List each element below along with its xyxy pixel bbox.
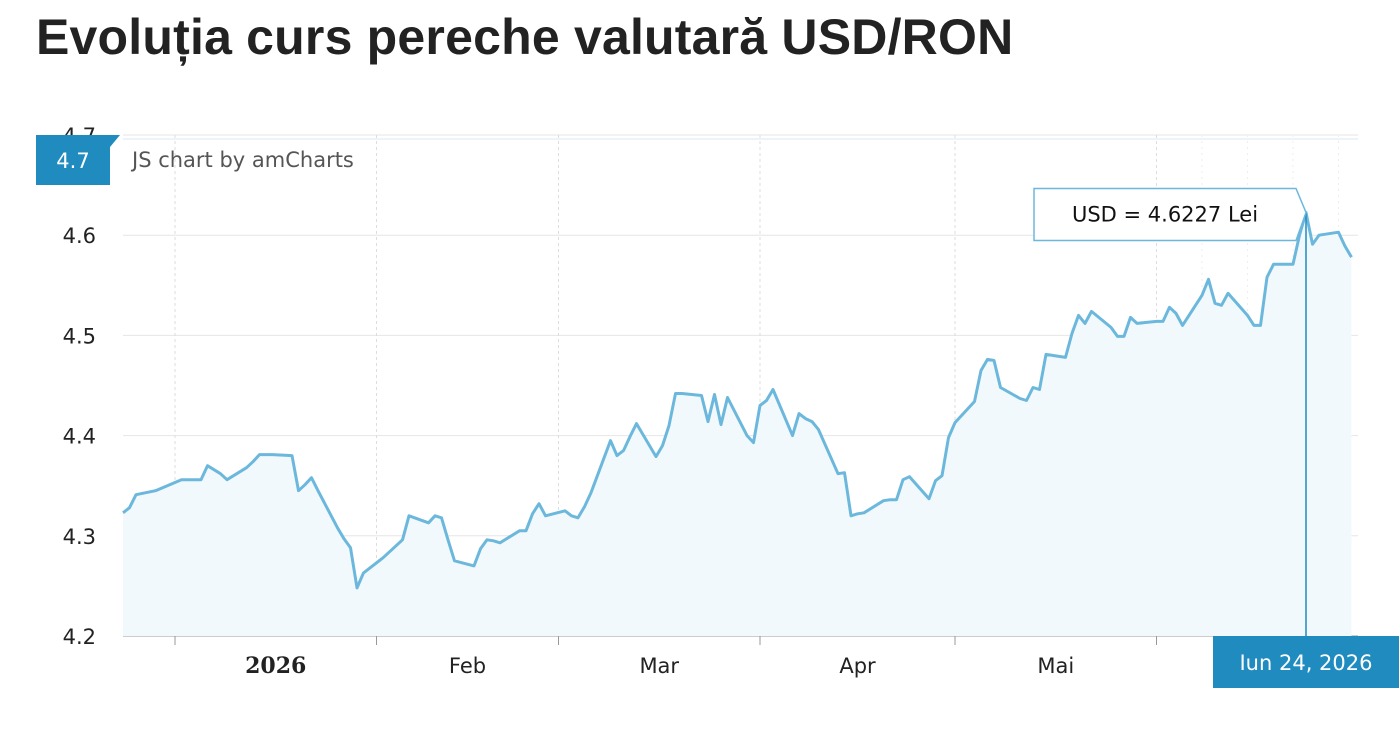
value-balloon-text: USD = 4.6227 Lei bbox=[1072, 202, 1258, 226]
chart-credit[interactable]: JS chart by amCharts bbox=[130, 148, 354, 172]
cursor-date-box bbox=[1213, 636, 1399, 688]
y-tick-label: 4.6 bbox=[63, 224, 96, 248]
x-tick-label: Apr bbox=[839, 654, 876, 678]
cursor-value-box bbox=[36, 135, 120, 185]
cursor-value-label: 4.7 bbox=[56, 149, 89, 173]
y-tick-label: 4.4 bbox=[63, 425, 96, 449]
y-tick-label: 4.2 bbox=[63, 625, 96, 649]
y-tick-label: 4.3 bbox=[63, 525, 96, 549]
page-title: Evoluția curs pereche valutară USD/RON bbox=[36, 9, 1014, 65]
value-balloon bbox=[1033, 187, 1307, 242]
y-tick-label: 4.5 bbox=[63, 324, 96, 348]
x-tick-label: Mai bbox=[1037, 654, 1074, 678]
x-tick-label: Mar bbox=[639, 654, 679, 678]
chart-cursor: USD = 4.6227 Lei Iun 24, 2026 4.7 bbox=[36, 135, 1399, 688]
cursor-date-label: Iun 24, 2026 bbox=[1239, 651, 1372, 675]
series-line-usd[interactable] bbox=[122, 211, 1353, 590]
series-area-fill bbox=[123, 212, 1352, 636]
x-tick-label: Feb bbox=[449, 654, 486, 678]
y-axis: 4.24.34.44.54.64.7 bbox=[63, 124, 96, 649]
x-tick-label: 2026 bbox=[245, 653, 306, 679]
x-axis: 2026 Feb Mar Apr Mai bbox=[123, 635, 1358, 679]
